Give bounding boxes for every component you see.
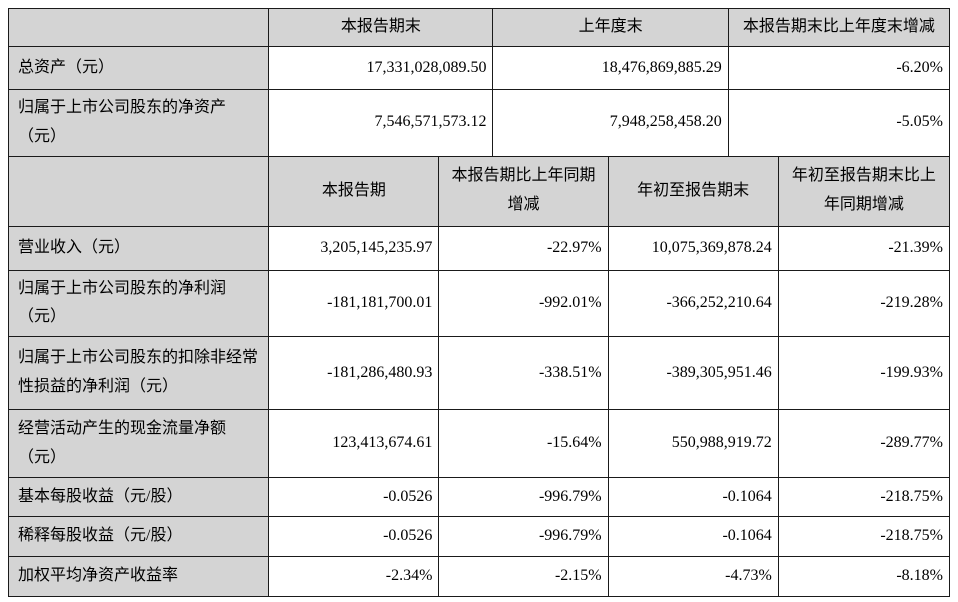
value-cell: 7,546,571,573.12 (268, 89, 494, 157)
section2-header-row: 本报告期 本报告期比上年同期增减 年初至报告期末 年初至报告期末比上年同期增减 (7, 155, 951, 227)
value-cell: -218.75% (777, 516, 951, 558)
value-cell: 10,075,369,878.24 (607, 225, 779, 271)
value-cell: -2.15% (438, 556, 609, 598)
financial-summary-table: 本报告期末 上年度末 本报告期末比上年度末增减 总资产（元） 17,331,02… (7, 8, 951, 598)
corner-cell (7, 8, 270, 47)
row-label: 基本每股收益（元/股） (7, 477, 270, 518)
table-row-total-assets: 总资产（元） 17,331,028,089.50 18,476,869,885.… (7, 46, 951, 90)
value-cell: -0.0526 (268, 477, 440, 518)
value-cell: -199.93% (777, 336, 951, 411)
row-label: 归属于上市公司股东的扣除非经常性损益的净利润（元） (7, 336, 270, 411)
value-cell: -22.97% (438, 225, 609, 271)
value-cell: -996.79% (438, 477, 609, 518)
value-cell: -219.28% (777, 269, 951, 338)
row-label: 归属于上市公司股东的净利润（元） (7, 269, 270, 338)
value-cell: -289.77% (777, 409, 951, 479)
value-cell: 18,476,869,885.29 (492, 46, 729, 90)
value-cell: -0.1064 (607, 516, 779, 558)
value-cell: -181,286,480.93 (268, 336, 440, 411)
table-row-net-assets: 归属于上市公司股东的净资产（元） 7,546,571,573.12 7,948,… (7, 89, 951, 157)
value-cell: -996.79% (438, 516, 609, 558)
value-cell: -15.64% (438, 409, 609, 479)
value-cell: 550,988,919.72 (607, 409, 779, 479)
value-cell: 17,331,028,089.50 (268, 46, 494, 90)
column-header-period-change: 本报告期比上年同期增减 (438, 155, 609, 227)
value-cell: -2.34% (268, 556, 440, 598)
value-cell: -0.1064 (607, 477, 779, 518)
row-label: 稀释每股收益（元/股） (7, 516, 270, 558)
value-cell: -389,305,951.46 (607, 336, 779, 411)
section1-header-row: 本报告期末 上年度末 本报告期末比上年度末增减 (7, 8, 951, 47)
corner-cell (7, 155, 270, 227)
value-cell: 123,413,674.61 (268, 409, 440, 479)
value-cell: -5.05% (727, 89, 951, 157)
table-row-operating-revenue: 营业收入（元） 3,205,145,235.97 -22.97% 10,075,… (7, 225, 951, 271)
column-header-change-vs-prior-year-end: 本报告期末比上年度末增减 (727, 8, 951, 47)
table-row-basic-eps: 基本每股收益（元/股） -0.0526 -996.79% -0.1064 -21… (7, 477, 951, 518)
table-row-net-profit-excl-nonrecurring: 归属于上市公司股东的扣除非经常性损益的净利润（元） -181,286,480.9… (7, 336, 951, 411)
column-header-prior-year-end: 上年度末 (492, 8, 729, 47)
row-label: 营业收入（元） (7, 225, 270, 271)
value-cell: -8.18% (777, 556, 951, 598)
value-cell: -218.75% (777, 477, 951, 518)
value-cell: -6.20% (727, 46, 951, 90)
value-cell: -4.73% (607, 556, 779, 598)
row-label: 加权平均净资产收益率 (7, 556, 270, 598)
table-row-operating-cash-flow: 经营活动产生的现金流量净额（元） 123,413,674.61 -15.64% … (7, 409, 951, 479)
value-cell: -366,252,210.64 (607, 269, 779, 338)
value-cell: -0.0526 (268, 516, 440, 558)
column-header-current-period: 本报告期 (268, 155, 440, 227)
column-header-ytd: 年初至报告期末 (607, 155, 779, 227)
column-header-current-period-end: 本报告期末 (268, 8, 494, 47)
value-cell: -338.51% (438, 336, 609, 411)
row-label: 总资产（元） (7, 46, 270, 90)
value-cell: -181,181,700.01 (268, 269, 440, 338)
column-header-ytd-change: 年初至报告期末比上年同期增减 (777, 155, 951, 227)
value-cell: -992.01% (438, 269, 609, 338)
row-label: 经营活动产生的现金流量净额（元） (7, 409, 270, 479)
value-cell: 7,948,258,458.20 (492, 89, 729, 157)
value-cell: 3,205,145,235.97 (268, 225, 440, 271)
table-row-diluted-eps: 稀释每股收益（元/股） -0.0526 -996.79% -0.1064 -21… (7, 516, 951, 558)
value-cell: -21.39% (777, 225, 951, 271)
row-label: 归属于上市公司股东的净资产（元） (7, 89, 270, 157)
table-row-weighted-avg-roe: 加权平均净资产收益率 -2.34% -2.15% -4.73% -8.18% (7, 556, 951, 598)
table-row-net-profit: 归属于上市公司股东的净利润（元） -181,181,700.01 -992.01… (7, 269, 951, 338)
